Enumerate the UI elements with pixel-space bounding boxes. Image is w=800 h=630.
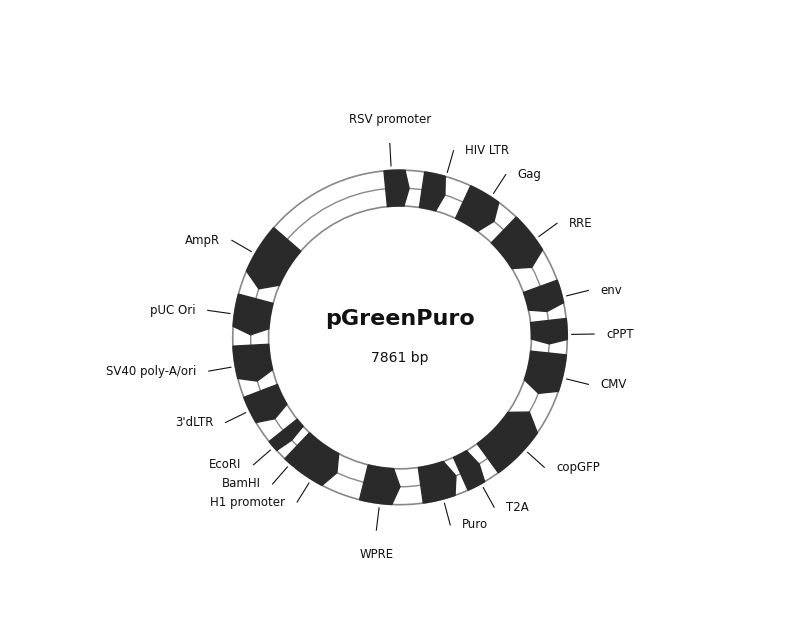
Text: cPPT: cPPT: [606, 328, 634, 340]
Polygon shape: [233, 294, 273, 329]
Text: copGFP: copGFP: [556, 461, 600, 474]
Polygon shape: [523, 280, 564, 310]
Text: env: env: [600, 284, 622, 297]
Polygon shape: [418, 462, 455, 503]
Polygon shape: [238, 370, 273, 381]
Polygon shape: [322, 454, 338, 485]
Polygon shape: [392, 469, 400, 505]
Polygon shape: [233, 344, 273, 379]
Polygon shape: [404, 170, 409, 206]
Polygon shape: [525, 351, 566, 391]
Text: Puro: Puro: [462, 518, 488, 532]
Text: RSV promoter: RSV promoter: [349, 113, 431, 125]
Polygon shape: [529, 302, 564, 311]
Text: CMV: CMV: [600, 378, 626, 391]
Polygon shape: [531, 339, 567, 344]
Polygon shape: [246, 227, 301, 285]
Polygon shape: [478, 413, 538, 472]
Polygon shape: [269, 419, 303, 450]
Polygon shape: [256, 404, 287, 423]
Text: pUC Ori: pUC Ori: [150, 304, 196, 317]
Polygon shape: [435, 176, 446, 211]
Polygon shape: [419, 172, 446, 211]
Polygon shape: [244, 384, 287, 423]
Polygon shape: [466, 450, 485, 482]
Polygon shape: [491, 217, 542, 268]
Text: HIV LTR: HIV LTR: [466, 144, 510, 158]
Polygon shape: [508, 412, 538, 433]
Text: EcoRI: EcoRI: [209, 458, 242, 471]
Text: Gag: Gag: [518, 168, 542, 181]
Polygon shape: [294, 440, 338, 485]
Polygon shape: [478, 202, 498, 231]
Text: RRE: RRE: [569, 217, 593, 230]
Polygon shape: [277, 426, 303, 450]
Polygon shape: [454, 450, 485, 490]
Polygon shape: [285, 433, 317, 466]
Text: pGreenPuro: pGreenPuro: [325, 309, 475, 329]
Polygon shape: [455, 186, 498, 231]
Polygon shape: [294, 439, 317, 466]
Polygon shape: [530, 319, 567, 340]
Polygon shape: [443, 462, 456, 495]
Text: H1 promoter: H1 promoter: [210, 496, 285, 508]
Polygon shape: [512, 249, 542, 268]
Polygon shape: [359, 465, 394, 505]
Text: BamHI: BamHI: [222, 478, 261, 490]
Text: 7861 bp: 7861 bp: [371, 352, 429, 365]
Polygon shape: [246, 271, 279, 289]
Polygon shape: [233, 326, 269, 335]
Text: SV40 poly-A/ori: SV40 poly-A/ori: [106, 365, 197, 377]
Text: AmpR: AmpR: [185, 234, 220, 247]
Polygon shape: [384, 170, 405, 207]
Text: WPRE: WPRE: [359, 548, 394, 561]
Text: 3'dLTR: 3'dLTR: [175, 416, 214, 429]
Polygon shape: [525, 380, 558, 393]
Text: T2A: T2A: [506, 501, 529, 513]
